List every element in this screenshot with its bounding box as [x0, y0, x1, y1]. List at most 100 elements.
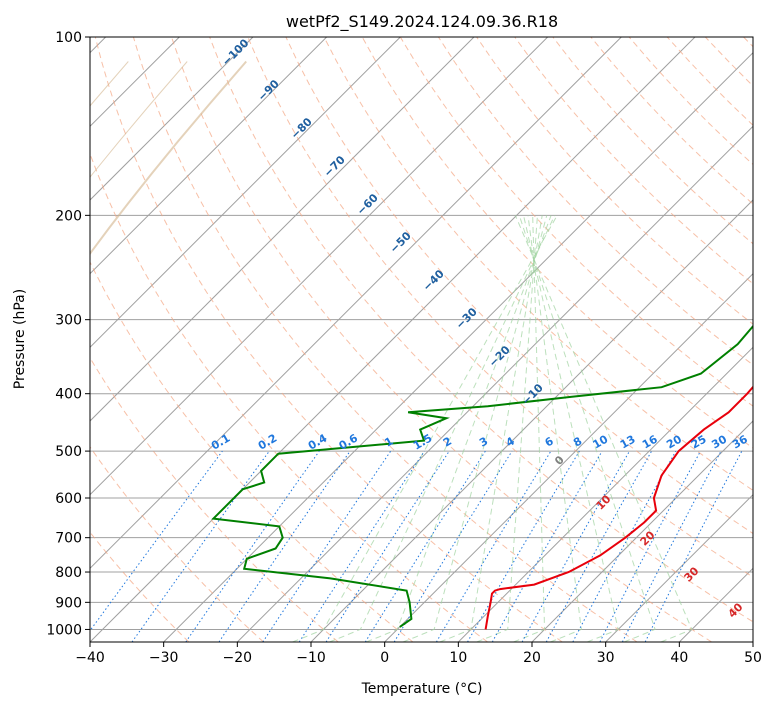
dry-adiabat-label: −60: [354, 191, 381, 218]
y-tick-label: 400: [55, 387, 82, 403]
moist-adiabat: [513, 215, 546, 642]
mixing-ratio-label: 2: [441, 435, 454, 450]
dry-adiabat: [247, 37, 753, 578]
mixing-ratio-label: 13: [618, 433, 638, 452]
dry-adiabat: [132, 37, 638, 642]
mixing-ratio-label: 3: [477, 435, 490, 450]
dry-adiabat: [171, 37, 712, 642]
dry-adiabat: [94, 37, 563, 642]
y-tick-label: 900: [55, 595, 82, 611]
y-tick-label: 500: [55, 444, 82, 460]
moist-adiabat: [527, 215, 582, 642]
mixing-ratio-line: [298, 450, 425, 642]
x-tick-label: 10: [449, 650, 467, 666]
mixing-ratio-label: 0.2: [256, 432, 279, 453]
background-lines: [90, 37, 753, 642]
mixing-ratio-label: 1: [382, 435, 395, 450]
mixing-ratio-label: 30: [709, 432, 729, 451]
mixing-ratio-label: 16: [640, 432, 660, 451]
dry-adiabat-label: −100: [220, 36, 252, 68]
mixing-ratio-line: [393, 450, 513, 642]
y-tick-label: 600: [55, 491, 82, 507]
isotherm-line: [384, 272, 753, 642]
isotherm-label: 40: [726, 600, 746, 620]
mixing-ratio-label: 36: [730, 432, 750, 451]
dry-adiabat: [285, 37, 753, 535]
dry-adiabat-label: −90: [255, 77, 282, 104]
y-tick-label: 300: [55, 313, 82, 329]
isotherm-label: 30: [682, 564, 702, 584]
dry-adiabat: [323, 37, 753, 491]
sounding-series: [211, 324, 753, 630]
x-tick-label: −20: [223, 650, 253, 666]
mixing-ratio-line: [467, 450, 580, 642]
moist-adiabat: [292, 215, 558, 642]
y-tick-label: 200: [55, 208, 82, 224]
x-tick-label: 20: [523, 650, 541, 666]
dewpoint-line: [211, 324, 753, 628]
x-tick-label: 0: [380, 650, 389, 666]
mixing-ratio-label: 1.5: [411, 432, 434, 453]
mixing-ratio-line: [185, 450, 320, 642]
y-axis-label: Pressure (hPa): [12, 289, 28, 389]
dry-adiabat: [666, 37, 753, 126]
moist-adiabat: [439, 215, 543, 642]
mixing-ratio-label: 8: [571, 435, 584, 450]
dry-adiabat: [90, 152, 488, 642]
x-tick-label: 40: [670, 650, 688, 666]
x-tick-label: 50: [744, 650, 762, 666]
dry-adiabat: [476, 37, 753, 325]
mixing-ratio-label: 10: [591, 432, 611, 451]
isotherm-line: [752, 641, 753, 642]
mixing-ratio-line: [262, 450, 392, 642]
dry-adiabat: [704, 37, 753, 87]
x-tick-label: −40: [75, 650, 105, 666]
y-tick-label: 800: [55, 565, 82, 581]
isotherm-line: [310, 199, 753, 642]
dry-adiabat-label: −80: [288, 115, 315, 142]
dry-adiabat: [590, 37, 753, 205]
isotherm-line: [90, 37, 328, 275]
x-tick-label: −10: [296, 650, 326, 666]
isotherm-line: [531, 420, 753, 642]
dry-adiabat: [209, 37, 753, 623]
mixing-ratio-label: 25: [689, 433, 709, 452]
dry-adiabat-label: −10: [519, 381, 546, 408]
isotherm-label: 0: [552, 453, 567, 468]
mixing-ratio-line: [364, 450, 486, 642]
isotherm-line: [90, 37, 549, 496]
y-tick-label: 100: [55, 30, 82, 46]
mixing-ratio-label: 6: [543, 434, 556, 449]
isotherm-line: [605, 493, 753, 642]
plot-frame: [89, 36, 754, 643]
moist-adiabat: [518, 215, 656, 642]
dry-adiabat: [743, 37, 753, 48]
mixing-ratio-label: 0.1: [209, 432, 232, 453]
isotherm-line: [90, 37, 475, 422]
moist-adiabat: [514, 215, 693, 642]
moist-adiabat: [476, 215, 538, 642]
dry-adiabat: [90, 356, 339, 642]
isotherm-line: [90, 37, 401, 349]
dry-adiabat: [90, 446, 264, 642]
moist-adiabat: [366, 215, 552, 642]
mixing-ratio-line: [644, 450, 743, 642]
moist-adiabat: [523, 215, 619, 642]
y-tick-label: 700: [55, 531, 82, 547]
isotherm-line: [90, 37, 622, 570]
mixing-ratio-line: [218, 450, 351, 642]
isotherm-line: [90, 37, 254, 201]
isotherm-label: 20: [638, 528, 658, 548]
mixing-ratio-line: [572, 450, 677, 642]
dry-adiabat: [90, 260, 414, 642]
temperature-line: [484, 385, 753, 630]
x-axis-label: Temperature (°C): [361, 681, 483, 697]
mixing-ratio-line: [435, 450, 552, 642]
isotherm-line: [163, 51, 753, 642]
dry-adiabat: [90, 531, 190, 642]
moist-adiabat: [329, 215, 556, 642]
dry-adiabat-label: −50: [387, 229, 414, 256]
mixing-ratio-line: [325, 450, 450, 642]
x-tick-label: 30: [597, 650, 615, 666]
